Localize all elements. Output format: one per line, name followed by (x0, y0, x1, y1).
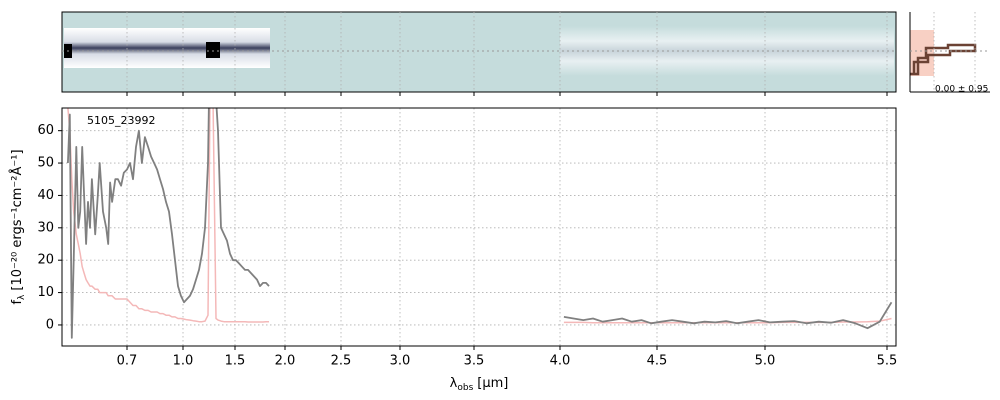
grid (62, 12, 896, 346)
x-tick-label: 1.5 (225, 354, 246, 369)
y-label-unit: [10⁻²⁰ ergs⁻¹cm⁻²Å⁻¹] (9, 149, 25, 290)
x-tick-label: 1.0 (173, 354, 194, 369)
x-label-unit: [μm] (477, 376, 508, 391)
y-tick-label: 40 (37, 188, 54, 203)
spectrum-line (67, 108, 893, 339)
y-tick-label: 10 (37, 285, 54, 300)
annotation: 5105_23992 (87, 114, 156, 127)
y-tick-label: 50 (37, 156, 54, 171)
x-tick-label: 2.5 (331, 354, 352, 369)
data (67, 108, 893, 339)
plot-area (62, 108, 896, 346)
y-label-sub: λ (17, 294, 27, 300)
x-tick-label: 3.5 (464, 354, 485, 369)
x-label-symbol: λ (450, 376, 458, 391)
x-tick-label: 3.0 (390, 354, 411, 369)
x-tick-label: 4.5 (647, 354, 668, 369)
profile-panel: 0.00 ± 0.95 (909, 12, 990, 95)
profile-label: 0.00 ± 0.95 (935, 85, 988, 95)
x-tick-label: 4.0 (550, 354, 571, 369)
plot-frame (61, 107, 897, 347)
x-tick-label: 2.0 (275, 354, 296, 369)
x-tick-label: 5.5 (877, 354, 898, 369)
y-axis-label: fλ [10⁻²⁰ ergs⁻¹cm⁻²Å⁻¹] (9, 149, 27, 304)
x-label-sub: obs (457, 383, 473, 393)
x-tick-label: 0.7 (117, 354, 138, 369)
y-tick-label: 60 (37, 123, 54, 138)
y-tick-label: 30 (37, 220, 54, 235)
x-axis-label: λobs [μm] (450, 376, 509, 393)
y-tick-label: 20 (37, 253, 54, 268)
spectrum-2d (61, 11, 897, 93)
y-label-symbol: f (10, 300, 25, 305)
y-tick-label: 0 (46, 317, 54, 332)
x-tick-label: 5.0 (755, 354, 776, 369)
